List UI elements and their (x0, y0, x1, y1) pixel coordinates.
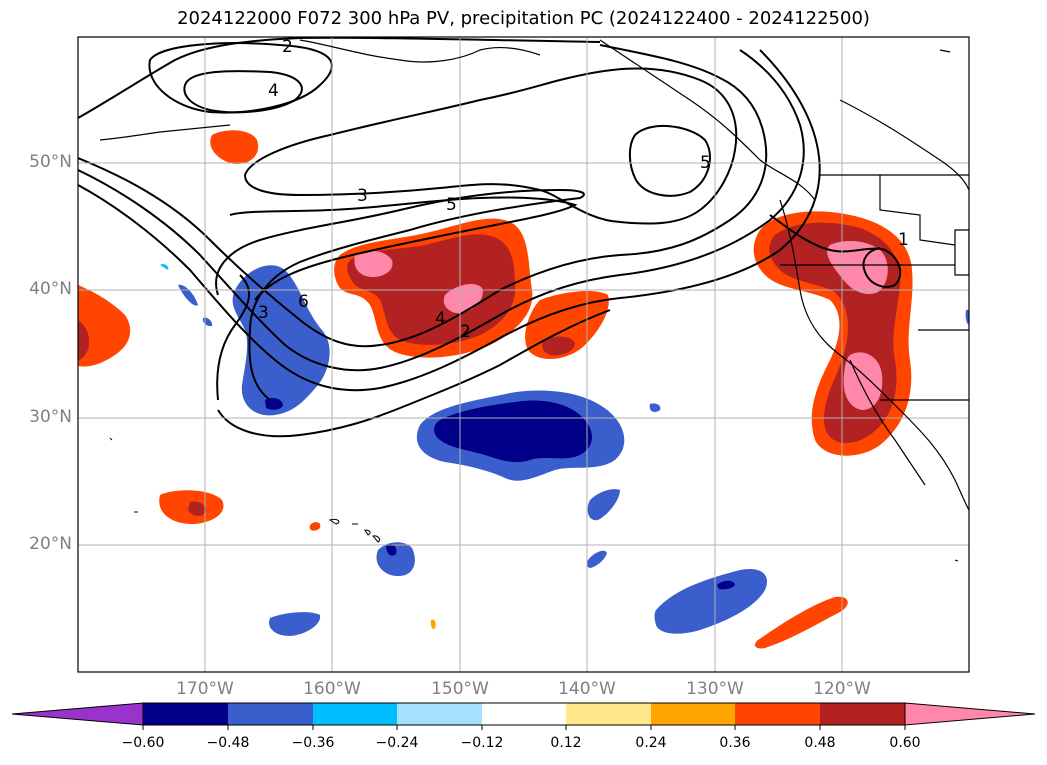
lon-label-170w: 170°W (176, 679, 234, 699)
lat-label-20n: 20°N (29, 534, 72, 554)
map-plot-area: 2 4 3 5 5 6 3 4 2 1 (78, 37, 969, 672)
lon-label-150w: 150°W (431, 679, 489, 699)
lat-label-50n: 50°N (29, 152, 72, 172)
pv-contour-label: 5 (700, 153, 711, 173)
colorbar-tick-label: 0.24 (635, 735, 667, 751)
map-border (77, 36, 970, 673)
coastlines (99, 39, 969, 511)
colorbar-tick-label: 0.48 (804, 735, 836, 751)
colorbar-tick-label: 0.60 (889, 735, 921, 751)
pv-contour-label: 4 (268, 81, 279, 101)
pv-contour-label: 5 (446, 195, 457, 215)
lon-label-160w: 160°W (303, 679, 361, 699)
lon-label-140w: 140°W (558, 679, 616, 699)
lat-label-40n: 40°N (29, 279, 72, 299)
map-title: 2024122000 F072 300 hPa PV, precipitatio… (177, 8, 870, 29)
colorbar-tick-label: −0.60 (121, 735, 165, 751)
lon-label-120w: 120°W (813, 679, 871, 699)
pv-contour-label: 2 (460, 322, 471, 342)
pv-contour-label: 4 (435, 309, 446, 329)
colorbar-tick-label: −0.24 (375, 735, 419, 751)
pv-contour-label: 6 (298, 292, 309, 312)
islands (109, 437, 959, 562)
colorbar-tick-label: −0.48 (206, 735, 250, 751)
pv-contour-label: 2 (282, 37, 293, 57)
colorbar-tick-label: 0.12 (550, 735, 582, 751)
colorbar-tick-label: −0.36 (291, 735, 335, 751)
pv-contours (78, 37, 902, 438)
lon-label-130w: 130°W (686, 679, 744, 699)
colorbar (11, 702, 1036, 730)
colorbar-tick-label: −0.12 (460, 735, 504, 751)
pv-contour-labels: 2 4 3 5 5 6 3 4 2 1 (258, 37, 909, 342)
pv-contour-label: 3 (258, 303, 269, 323)
graticule (78, 37, 969, 672)
pv-contour-label: 3 (357, 186, 368, 206)
lat-label-30n: 30°N (29, 407, 72, 427)
colorbar-tick-label: 0.36 (719, 735, 751, 751)
pv-contour-label: 1 (898, 230, 909, 250)
precip-positive-shading (78, 130, 913, 649)
